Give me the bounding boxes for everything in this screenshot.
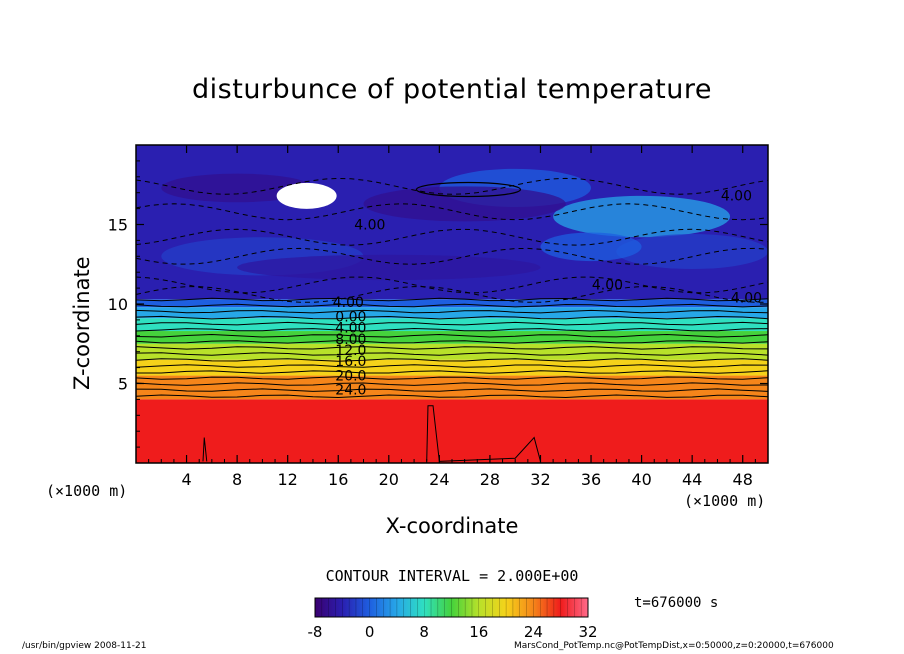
- footer-source: MarsCond_PotTemp.nc@PotTempDist,x=0:5000…: [514, 641, 834, 651]
- x-tick-label-2: 12: [278, 470, 298, 489]
- heatmap-blob-7: [540, 232, 642, 262]
- contour-closed-loop: [415, 181, 522, 198]
- contour-line-16: [135, 297, 769, 302]
- contour-dashed-5: [135, 177, 769, 195]
- contour-ground-spike: [202, 437, 208, 462]
- colorbar-tick-label-2: 8: [419, 623, 429, 641]
- contour-label-11: 24.0: [335, 383, 366, 399]
- time-label: t=676000 s: [634, 595, 719, 611]
- heatmap-band-7: [136, 299, 768, 308]
- heatmap-blob-5: [616, 234, 768, 270]
- chart-title: disturbunce of potential temperature: [192, 74, 712, 105]
- contour-line-15: [135, 303, 769, 308]
- contour-line-0: [135, 394, 769, 399]
- contour-label-5: 0.00: [335, 309, 366, 325]
- contour-dashed-0: [135, 286, 769, 303]
- contour-label-7: 8.00: [335, 332, 366, 348]
- colorbar-tick-label-1: 0: [365, 623, 375, 641]
- heatmap-band-4: [136, 331, 768, 344]
- contour-label-10: 20.0: [335, 368, 366, 384]
- y-axis-label: Z-coordinate: [70, 256, 94, 390]
- heatmap-blob-6: [237, 254, 541, 281]
- x-axis-label: X-coordinate: [385, 514, 519, 538]
- footer-program-date: /usr/bin/gpview 2008-11-21: [22, 641, 147, 651]
- contour-line-6: [135, 358, 769, 362]
- contour-line-3: [135, 376, 769, 380]
- x-tick-label-3: 16: [328, 470, 348, 489]
- heatmap-band-3: [136, 343, 768, 360]
- x-unit-label-right: (×1000 m): [684, 492, 766, 510]
- colorbar-tick-label-4: 24: [524, 623, 543, 641]
- contour-label-8: 12.0: [335, 343, 366, 359]
- heatmap-band-0: [136, 399, 768, 463]
- x-tick-label-9: 40: [631, 470, 651, 489]
- contour-line-9: [135, 340, 769, 344]
- contour-dashed-2: [135, 247, 769, 265]
- x-tick-label-6: 28: [480, 470, 500, 489]
- x-tick-label-1: 8: [232, 470, 242, 489]
- heatmap-blob-3: [363, 186, 566, 222]
- missing-data-patch: [276, 182, 337, 209]
- contour-label-4: 4.00: [333, 295, 364, 311]
- contour-line-2: [135, 382, 769, 386]
- contour-line-7: [135, 352, 769, 356]
- contour-line-13: [135, 315, 769, 320]
- contour-label-1: 4.00: [721, 189, 752, 205]
- heatmap-band-6: [136, 307, 768, 319]
- contour-line-12: [135, 321, 769, 326]
- contour-interval-label: CONTOUR INTERVAL = 2.000E+00: [325, 567, 579, 585]
- contour-line-11: [135, 327, 769, 332]
- colorbar-tick-label-3: 16: [469, 623, 488, 641]
- x-tick-label-4: 20: [379, 470, 399, 489]
- colorbar-tick-label-0: -8: [308, 623, 323, 641]
- y-tick-label-2: 15: [108, 216, 128, 235]
- colorbar-tick-label-5: 32: [578, 623, 597, 641]
- x-tick-label-0: 4: [181, 470, 191, 489]
- x-unit-label-left: (×1000 m): [46, 482, 128, 500]
- contour-dashed-4: [135, 203, 769, 221]
- contour-dashed-1: [135, 276, 769, 294]
- contour-line-1: [135, 388, 769, 392]
- contour-label-3: 4.00: [731, 290, 762, 306]
- heatmap-blob-1: [553, 195, 731, 238]
- contour-line-5: [135, 364, 769, 368]
- contour-label-6: 4.00: [335, 321, 366, 337]
- contour-dashed-3: [135, 228, 769, 246]
- x-tick-label-8: 36: [581, 470, 601, 489]
- x-tick-label-10: 44: [682, 470, 702, 489]
- contour-label-0: 4.00: [354, 217, 385, 233]
- contour-line-8: [135, 346, 769, 350]
- contour-line-14: [135, 309, 769, 314]
- contour-label-2: 4.00: [592, 278, 623, 294]
- contour-label-9: 16.0: [335, 354, 366, 370]
- heatmap-band-2: [136, 359, 768, 376]
- x-tick-label-11: 48: [733, 470, 753, 489]
- x-tick-label-5: 24: [429, 470, 449, 489]
- x-tick-label-7: 32: [530, 470, 550, 489]
- contour-line-10: [135, 333, 769, 338]
- heatmap-blob-4: [161, 173, 313, 203]
- y-tick-label-1: 10: [108, 295, 128, 314]
- y-tick-label-0: 5: [118, 375, 128, 394]
- contour-line-4: [136, 370, 769, 374]
- heatmap-band-1: [136, 375, 768, 400]
